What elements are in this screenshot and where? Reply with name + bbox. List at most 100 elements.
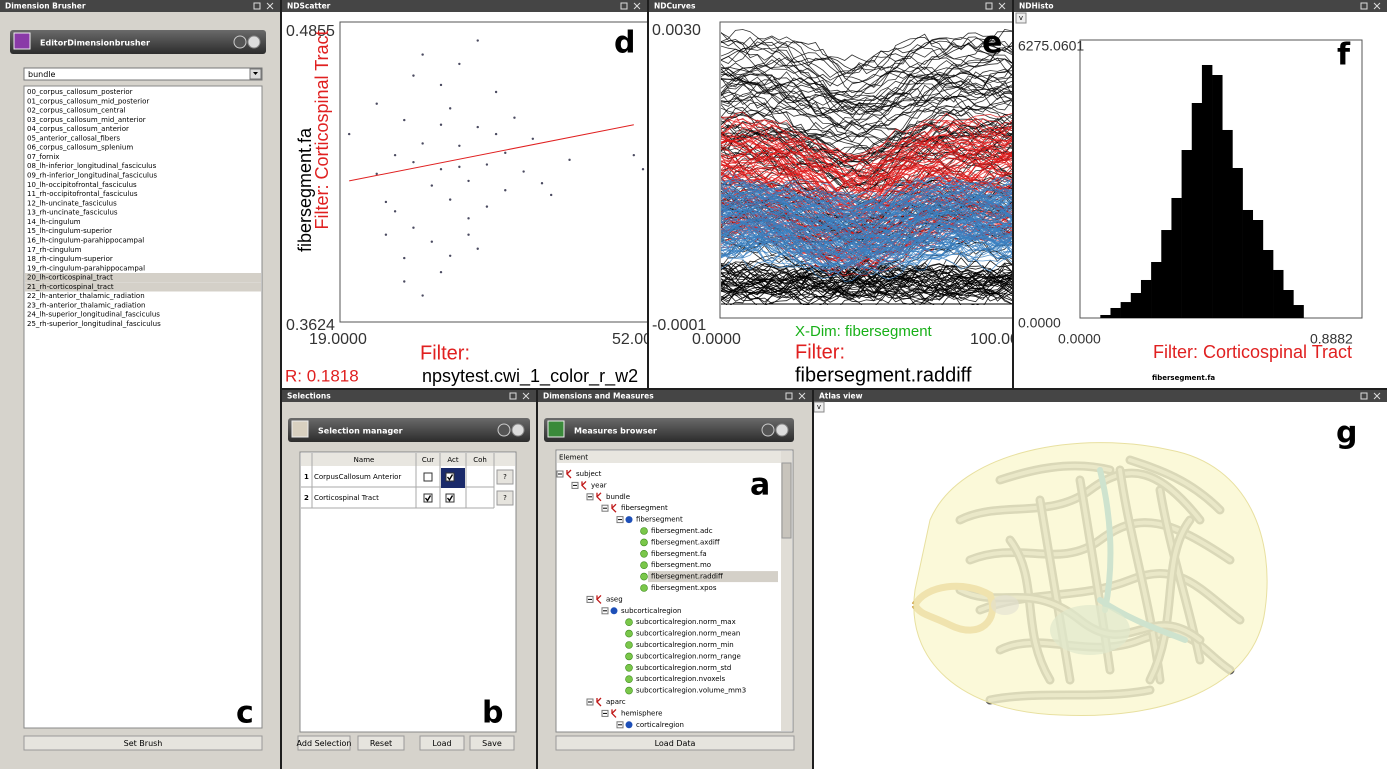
list-item[interactable]: 17_rh-cingulum — [27, 246, 82, 254]
node-icon — [641, 585, 648, 592]
header-button[interactable] — [248, 36, 260, 48]
list-item[interactable]: 19_rh-cingulum-parahippocampal — [27, 264, 145, 272]
list-item[interactable]: 20_lh-corticospinal_tract — [27, 274, 113, 282]
bar — [1232, 168, 1242, 318]
point — [431, 241, 433, 243]
node-icon — [626, 676, 633, 683]
tree-node[interactable]: aseg — [606, 595, 623, 603]
tree-node[interactable]: hemisphere — [621, 709, 662, 717]
list-item[interactable]: 08_lh-inferior_longitudinal_fasciculus — [27, 162, 157, 170]
panel-tag: g — [1336, 416, 1357, 451]
list-item[interactable]: 10_lh-occipitofrontal_fasciculus — [27, 181, 137, 189]
tree-node[interactable]: subject — [576, 470, 602, 478]
tree-node[interactable]: subcorticalregion.norm_std — [636, 664, 731, 672]
point — [467, 180, 469, 182]
list-item[interactable]: 06_corpus_callosum_splenium — [27, 144, 133, 152]
node-icon — [626, 642, 633, 649]
node-icon — [641, 550, 648, 557]
point — [403, 257, 405, 259]
bar — [1283, 290, 1293, 318]
list-item[interactable]: 18_rh-cingulum-superior — [27, 255, 113, 263]
button-label: Load — [432, 739, 451, 748]
checkbox[interactable] — [424, 473, 432, 481]
button-label: Set Brush — [124, 739, 163, 748]
tree-node[interactable]: year — [591, 481, 607, 489]
header-button[interactable] — [512, 424, 524, 436]
header-button[interactable] — [762, 424, 774, 436]
x-filter-label: Filter: — [795, 341, 845, 363]
tree-node[interactable]: corticalregion — [636, 721, 684, 729]
y-tick-label: 0.0000 — [1018, 315, 1061, 331]
tree-node[interactable]: fibersegment.fa — [651, 550, 707, 558]
point — [385, 234, 387, 236]
list-item[interactable]: 25_rh-superior_longitudinal_fasciculus — [27, 320, 161, 328]
list-item[interactable]: 02_corpus_callosum_central — [27, 107, 126, 115]
tree-node[interactable]: subcorticalregion.norm_range — [636, 652, 741, 660]
list-item[interactable]: 13_rh-uncinate_fasciculus — [27, 209, 118, 217]
node-icon — [626, 619, 633, 626]
header-button[interactable] — [776, 424, 788, 436]
panel-tag: c — [236, 696, 254, 731]
point — [394, 154, 396, 156]
tree-node[interactable]: fibersegment.axdiff — [651, 538, 720, 546]
point — [376, 102, 378, 104]
list-item[interactable]: 23_rh-anterior_thalamic_radiation — [27, 301, 145, 309]
list-item[interactable]: 09_rh-inferior_longitudinal_fasciculus — [27, 172, 157, 180]
list-item[interactable]: 24_lh-superior_longitudinal_fasciculus — [27, 311, 160, 319]
list-item[interactable]: 04_corpus_callosum_anterior — [27, 125, 129, 133]
tree-node[interactable]: subcorticalregion.nvoxels — [636, 675, 725, 683]
list-item[interactable]: 21_rh-corticospinal_tract — [27, 283, 114, 291]
node-icon — [611, 607, 618, 614]
point — [633, 154, 635, 156]
button-label: Reset — [370, 739, 392, 748]
header-icon — [292, 421, 308, 437]
tree-node[interactable]: fibersegment — [636, 516, 683, 524]
list-item[interactable]: 05_anterior_callosal_fibers — [27, 134, 120, 142]
bar — [1141, 280, 1151, 318]
screen: Dimension BrusherEditorDimensionbrusherb… — [0, 0, 1387, 769]
list-item[interactable]: 00_corpus_callosum_posterior — [27, 88, 133, 96]
point — [421, 142, 423, 144]
list-item[interactable]: 12_lh-uncinate_fasciculus — [27, 199, 117, 207]
tree-node[interactable]: subcorticalregion.norm_max — [636, 618, 736, 626]
tree-node[interactable]: fibersegment.adc — [651, 527, 713, 535]
bar — [1192, 103, 1202, 318]
list-item[interactable]: 03_corpus_callosum_mid_anterior — [27, 116, 146, 124]
tree-column: Element — [559, 454, 588, 462]
x-tick-label: 0.0000 — [1058, 331, 1101, 347]
header-button[interactable] — [234, 36, 246, 48]
point — [412, 74, 414, 76]
list-item[interactable]: 11_rh-occipitofrontal_fasciculus — [27, 190, 138, 198]
y-filter-label: Filter: Corticospinal Tract — [312, 30, 332, 229]
scroll-thumb[interactable] — [782, 463, 791, 538]
tree-node[interactable]: bundle — [606, 493, 630, 501]
node-icon — [626, 721, 633, 728]
dropdown[interactable] — [24, 68, 262, 80]
header-button[interactable] — [498, 424, 510, 436]
x-tick-label: 0.0000 — [692, 331, 741, 348]
point — [394, 210, 396, 212]
point — [440, 271, 442, 273]
list-item[interactable]: 22_lh-anterior_thalamic_radiation — [27, 292, 145, 300]
list-item[interactable]: 15_lh-cingulum-superior — [27, 227, 112, 235]
list-item[interactable]: 07_fornix — [27, 153, 59, 161]
tree-node[interactable]: fibersegment — [621, 504, 668, 512]
tree-node[interactable]: aparc — [606, 698, 626, 706]
point — [421, 294, 423, 296]
list-item[interactable]: 16_lh-cingulum-parahippocampal — [27, 236, 144, 244]
tree-node[interactable]: subcorticalregion — [621, 607, 681, 615]
dropdown-value: bundle — [28, 70, 56, 79]
tree-node[interactable]: subcorticalregion.volume_mm3 — [636, 687, 746, 695]
point — [495, 133, 497, 135]
point — [440, 168, 442, 170]
tree-node[interactable]: fibersegment.xpos — [651, 584, 717, 592]
tree-node[interactable]: subcorticalregion.norm_min — [636, 641, 734, 649]
point — [440, 124, 442, 126]
tree-node[interactable]: fibersegment.mo — [651, 561, 711, 569]
list-item[interactable]: 14_lh-cingulum — [27, 218, 81, 226]
list-item[interactable]: 01_corpus_callosum_mid_posterior — [27, 97, 149, 105]
tree-node[interactable]: fibersegment.raddiff — [651, 573, 723, 581]
bar — [1293, 305, 1303, 318]
tree-node[interactable]: subcorticalregion.norm_mean — [636, 630, 740, 638]
point — [486, 163, 488, 165]
